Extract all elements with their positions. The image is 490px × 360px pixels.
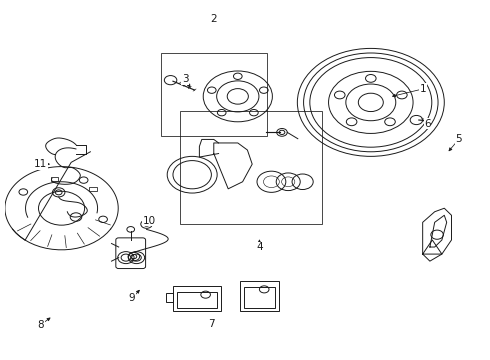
Text: 11: 11 xyxy=(34,159,48,169)
Text: 9: 9 xyxy=(129,293,135,303)
Text: 6: 6 xyxy=(424,118,431,129)
Bar xyxy=(173,286,221,311)
Text: 10: 10 xyxy=(143,216,155,226)
Bar xyxy=(161,53,267,136)
Text: 7: 7 xyxy=(208,319,215,329)
Bar xyxy=(244,287,275,308)
Text: 3: 3 xyxy=(182,75,188,85)
Bar xyxy=(166,293,173,302)
Text: 8: 8 xyxy=(38,320,44,330)
Text: 1: 1 xyxy=(419,84,426,94)
Bar xyxy=(177,292,217,308)
Bar xyxy=(89,187,97,191)
Text: 2: 2 xyxy=(211,14,217,24)
Bar xyxy=(240,280,279,311)
Bar xyxy=(180,111,322,224)
Bar xyxy=(50,176,58,181)
Text: 5: 5 xyxy=(455,134,462,144)
Text: 4: 4 xyxy=(256,242,263,252)
